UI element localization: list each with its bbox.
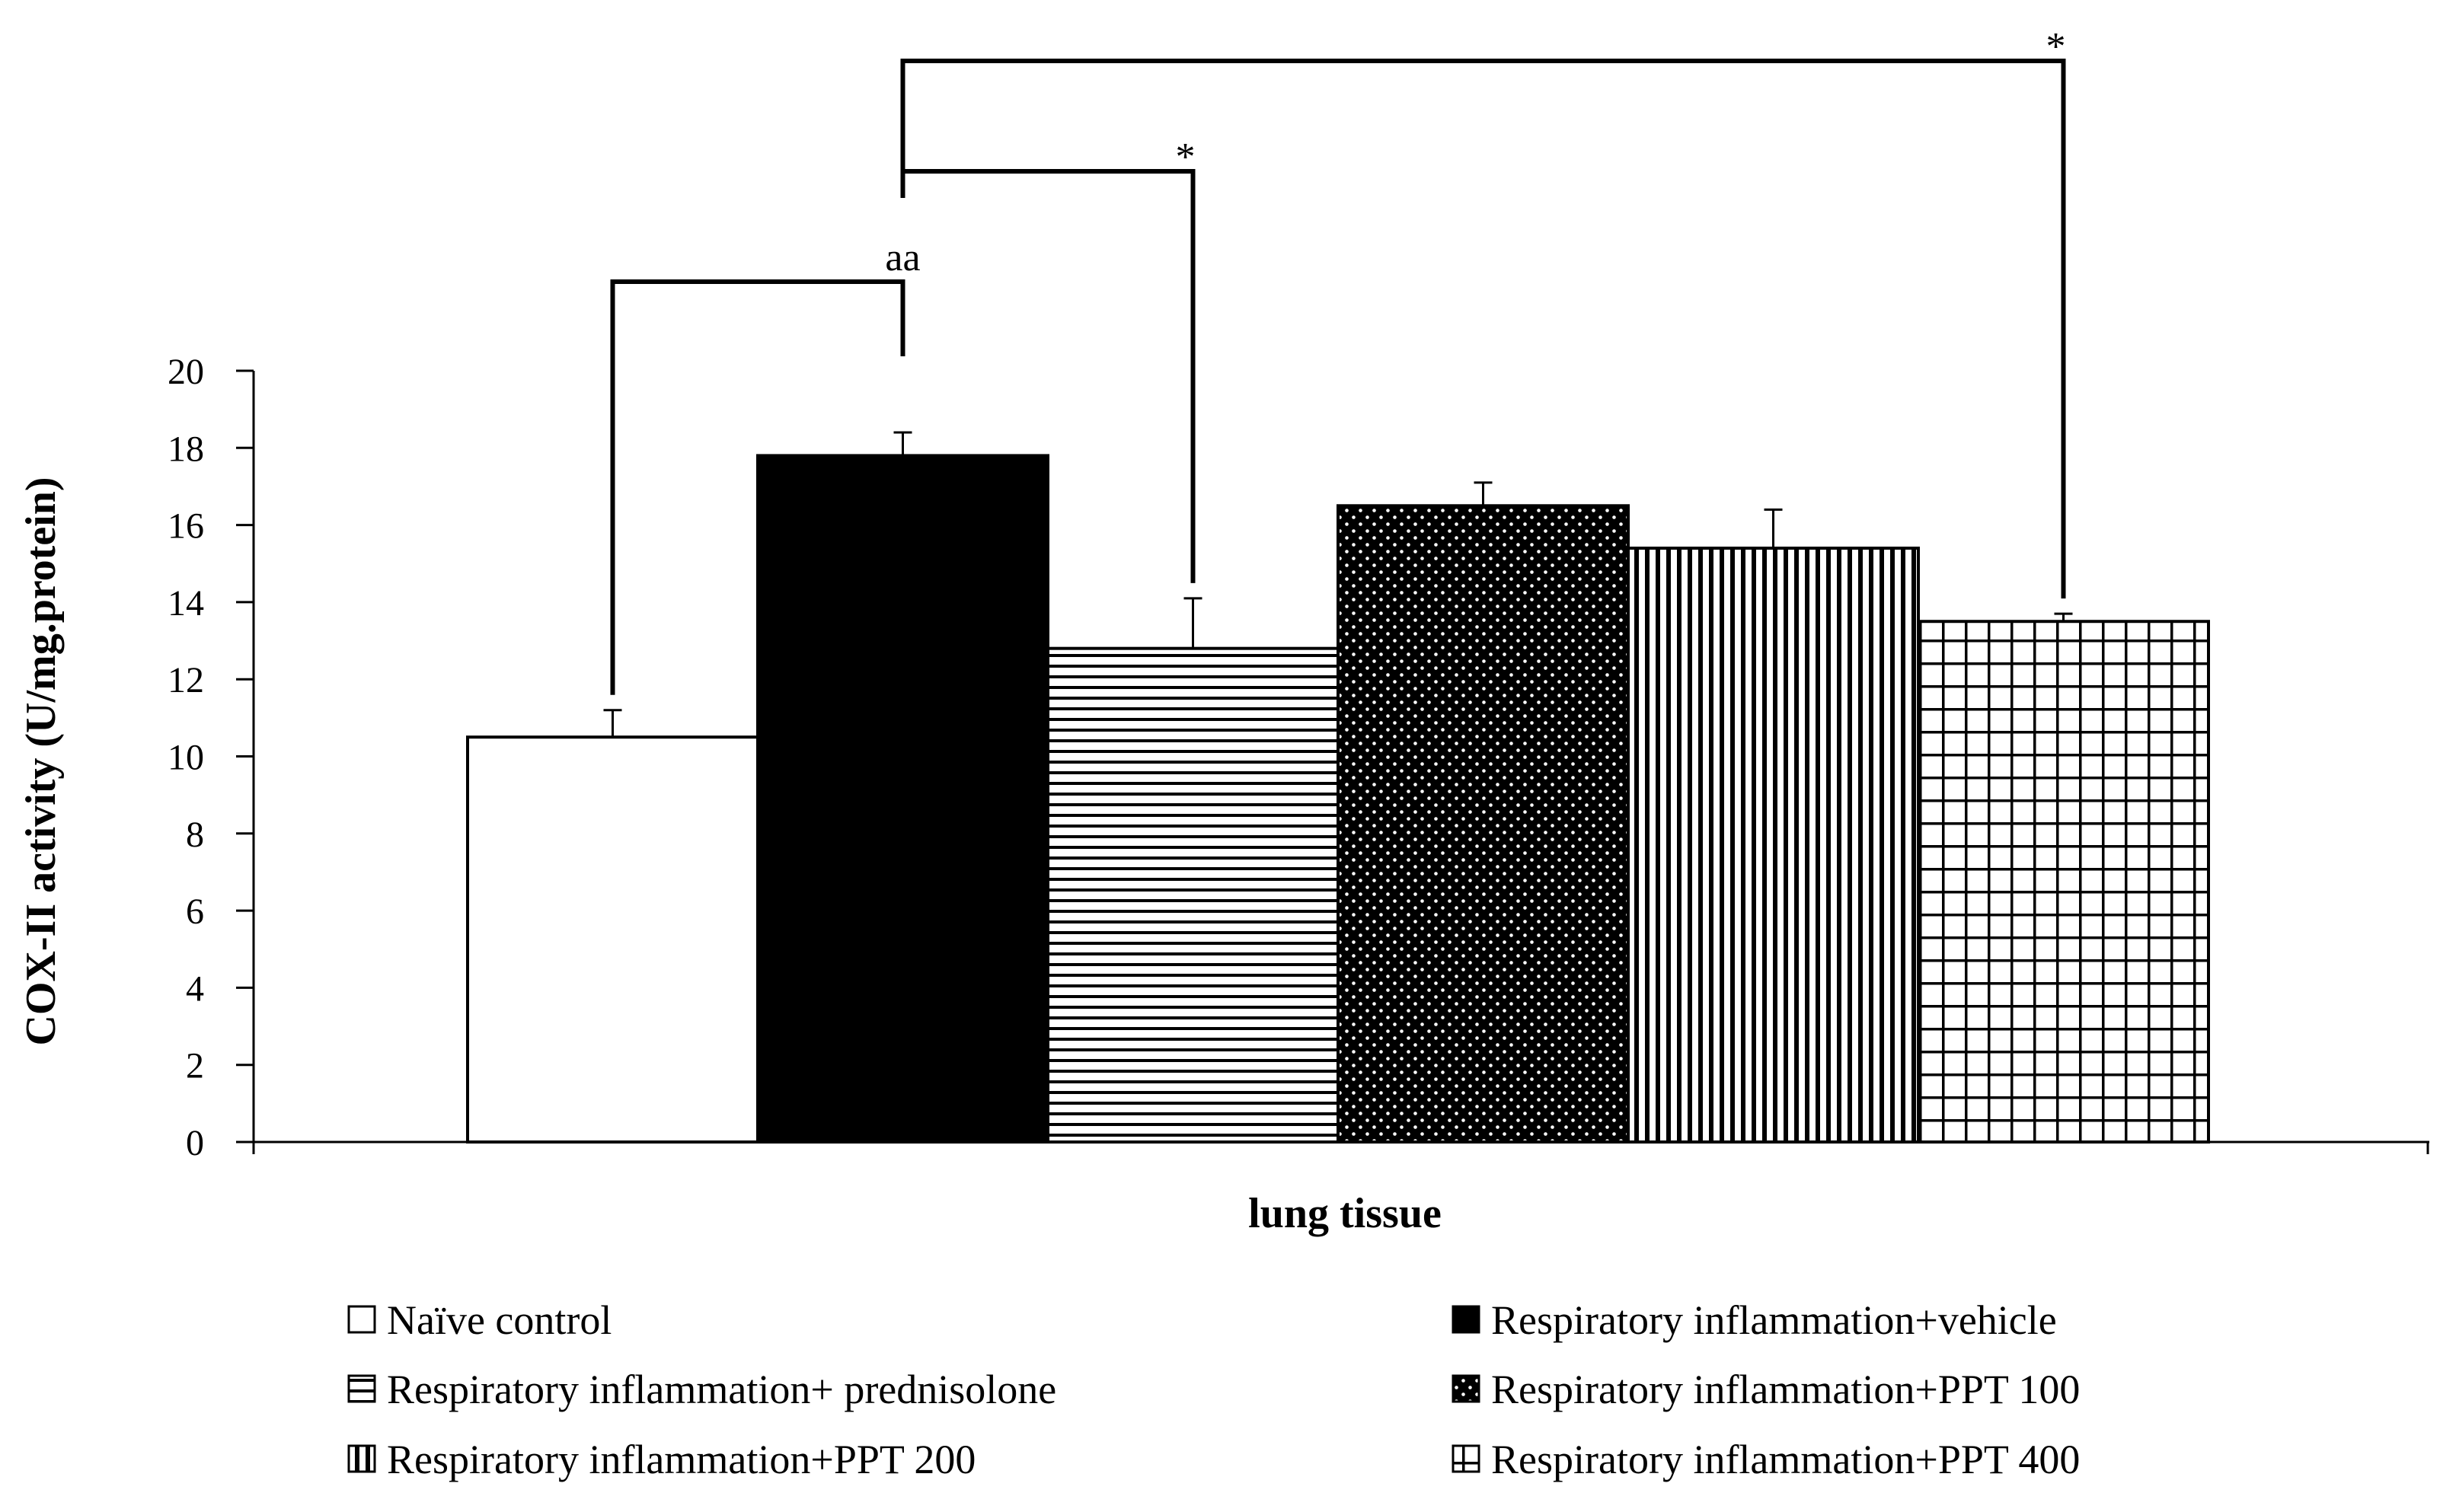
bar — [466, 735, 759, 1144]
y-tick-label: 16 — [168, 506, 204, 547]
significance-label: * — [2046, 25, 2066, 69]
y-tick-labels: 0 2 4 6 8 10 12 14 16 18 20 — [168, 352, 204, 1163]
significance-label: * — [1176, 136, 1196, 179]
legend-label: Respiratory inflammation+ prednisolone — [387, 1367, 1056, 1412]
y-tick-label: 10 — [168, 738, 204, 778]
significance-brackets: aa * * — [610, 25, 2066, 695]
y-tick-label: 20 — [168, 352, 204, 392]
legend-swatch — [347, 1305, 376, 1334]
y-tick-label: 0 — [186, 1123, 204, 1163]
legend-swatch — [347, 1444, 376, 1473]
bar-series — [466, 454, 2210, 1144]
legend-swatch — [347, 1374, 376, 1403]
bar — [1627, 546, 1920, 1144]
legend-label: Respiratory inflammation+PPT 200 — [387, 1437, 976, 1482]
significance-bracket — [610, 279, 905, 695]
x-axis-title: lung tissue — [1248, 1190, 1442, 1237]
y-axis-title: COX-II activity (U/mg.protein) — [18, 477, 65, 1045]
legend-swatch — [1452, 1374, 1480, 1403]
legend-label: Respiratory inflammation+PPT 400 — [1491, 1437, 2080, 1482]
legend-label: Respiratory inflammation+PPT 100 — [1491, 1367, 2080, 1412]
legend-label: Naïve control — [387, 1297, 612, 1343]
y-tick-label: 6 — [186, 892, 204, 932]
error-bars — [603, 431, 2073, 738]
y-tick-label: 2 — [186, 1046, 204, 1086]
bar — [1046, 646, 1340, 1144]
y-tick-label: 8 — [186, 815, 204, 855]
legend-swatch — [1452, 1444, 1480, 1473]
bar — [756, 454, 1049, 1144]
legend: Naïve control Respiratory inflammation+ve… — [347, 1297, 2080, 1482]
y-tick-label: 18 — [168, 429, 204, 469]
significance-bracket — [900, 59, 2066, 599]
legend-swatch — [1452, 1305, 1480, 1334]
y-tick-label: 4 — [186, 968, 204, 1009]
bar — [1337, 504, 1630, 1144]
legend-label: Respiratory inflammation+vehicle — [1491, 1297, 2057, 1343]
y-tick-label: 14 — [168, 583, 204, 624]
y-tick-label: 12 — [168, 660, 204, 700]
significance-label: aa — [885, 236, 920, 279]
bar — [1917, 620, 2210, 1144]
axes — [236, 369, 2429, 1154]
